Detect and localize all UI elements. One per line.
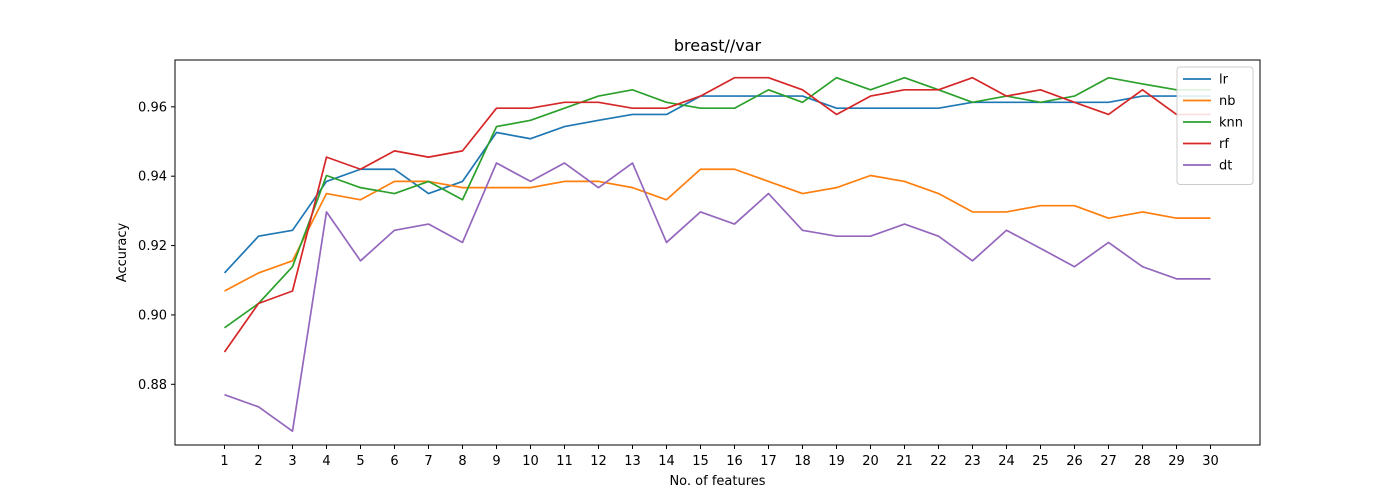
y-tick-label: 0.92 (138, 239, 167, 254)
x-tick-label: 6 (390, 454, 398, 469)
x-tick-label: 23 (964, 454, 981, 469)
y-tick-label: 0.90 (138, 308, 167, 323)
x-tick-label: 18 (794, 454, 811, 469)
x-tick-label: 12 (590, 454, 607, 469)
y-tick-label: 0.94 (138, 170, 167, 185)
x-tick-label: 9 (492, 454, 500, 469)
series-line-nb (224, 168, 1211, 292)
x-tick-label: 17 (760, 454, 777, 469)
axes-layer: 1 2 3 4 5 6 7 8 9 10 11 12 13 14 15 16 17 18 19 20 21 22 23 24 2… (138, 59, 1261, 469)
x-tick-label: 16 (726, 454, 743, 469)
plot-frame (174, 59, 1261, 446)
x-axis-label: No. of features (669, 474, 765, 489)
x-tick-label: 2 (254, 454, 262, 469)
legend-label-knn: knn (1219, 116, 1243, 131)
legend-box (1176, 66, 1254, 185)
x-tick-label: 1 (220, 454, 228, 469)
x-tick-label: 30 (1202, 454, 1219, 469)
legend-label-rf: rf (1219, 137, 1229, 152)
x-tick-label: 25 (1032, 454, 1049, 469)
legend-label-nb: nb (1219, 94, 1236, 109)
x-tick-label: 15 (692, 454, 709, 469)
x-tick-label: 22 (930, 454, 947, 469)
x-tick-label: 24 (998, 454, 1015, 469)
x-tick-label: 26 (1066, 454, 1083, 469)
x-tick-label: 4 (322, 454, 330, 469)
x-tick-label: 29 (1168, 454, 1185, 469)
legend-label-lr: lr (1219, 73, 1229, 88)
x-tick-label: 21 (896, 454, 913, 469)
x-tick-label: 20 (862, 454, 879, 469)
x-tick-label: 19 (828, 454, 845, 469)
x-tick-label: 11 (556, 454, 573, 469)
y-tick-label: 0.96 (138, 100, 167, 115)
x-tick-label: 10 (522, 454, 539, 469)
chart-title: breast//var (674, 36, 762, 55)
x-tick-label: 8 (458, 454, 466, 469)
y-axis-label: Accuracy (115, 223, 130, 283)
x-tick-label: 27 (1100, 454, 1117, 469)
series-line-dt (224, 162, 1211, 432)
y-tick-label: 0.88 (138, 378, 167, 393)
x-tick-label: 28 (1134, 454, 1151, 469)
legend-label-dt: dt (1219, 159, 1232, 174)
x-tick-label: 7 (424, 454, 432, 469)
series-line-lr (223, 95, 1211, 274)
series-line-knn (224, 76, 1211, 329)
series-layer (223, 76, 1211, 432)
x-tick-label: 3 (288, 454, 296, 469)
x-tick-label: 14 (658, 454, 675, 469)
legend: lr nb knn rf dt (1176, 66, 1254, 185)
x-tick-label: 13 (624, 454, 641, 469)
x-tick-label: 5 (356, 454, 364, 469)
series-line-rf (223, 76, 1211, 353)
